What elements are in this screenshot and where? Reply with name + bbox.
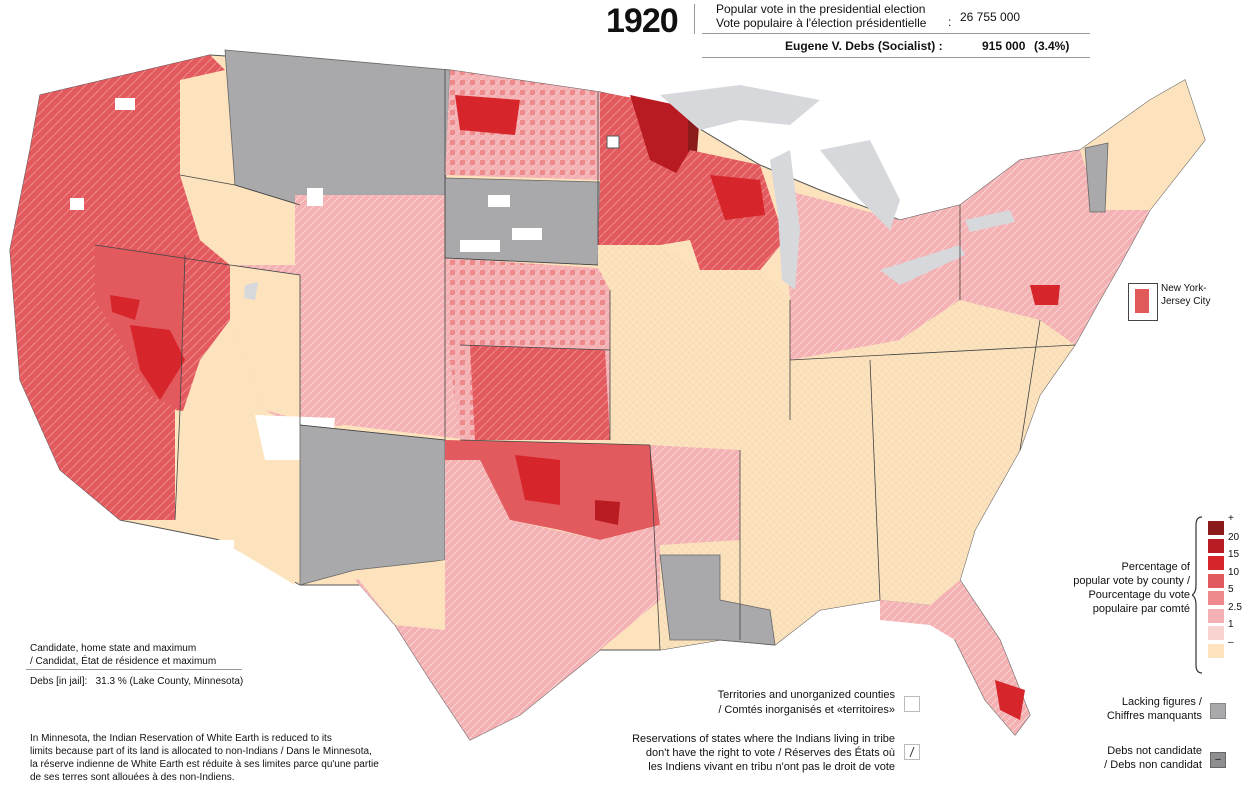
- legend-swatch: [1208, 573, 1224, 588]
- reservation: [512, 228, 542, 240]
- fl-red: [995, 680, 1025, 720]
- nevada-hot: [130, 325, 185, 400]
- popular-vote-total: 26 755 000: [960, 10, 1021, 24]
- legend-title-3: Pourcentage du vote: [1088, 589, 1190, 601]
- region-midwest-tan: [598, 245, 790, 470]
- note-line-3: la réserve indienne de White Earth est r…: [30, 759, 379, 770]
- lacking-fr: Chiffres manquants: [1106, 710, 1202, 722]
- reservations-line-3: les Indiens vivant en tribu n'ont pas le…: [648, 761, 895, 773]
- state-arkansas: [650, 445, 740, 545]
- header-divider: [694, 4, 695, 34]
- pa-red: [1030, 285, 1060, 305]
- texas-tan-west: [355, 560, 445, 630]
- lake-superior: [660, 85, 820, 130]
- header-rule: [702, 33, 1090, 34]
- territories-en: Territories and unorganized counties: [717, 689, 895, 701]
- kansas-red: [470, 345, 610, 440]
- lake-ontario: [965, 210, 1015, 232]
- candidate-box-rule: [26, 669, 242, 670]
- state-montana: [224, 49, 451, 206]
- nevada-hot2: [110, 295, 140, 320]
- legend-swatch: [1208, 521, 1224, 535]
- region-great-lakes: [785, 190, 960, 360]
- lacking-en: Lacking figures /: [1121, 696, 1202, 708]
- ok-hot: [515, 455, 560, 505]
- not-candidate-en: Debs not candidate: [1107, 745, 1202, 757]
- candidate-votes: 915 000: [982, 39, 1026, 53]
- candidate-box-title-fr: / Candidat, État de résidence et maximum: [30, 656, 217, 667]
- not-candidate-swatch: –: [1210, 752, 1226, 768]
- legend-swatch: [1208, 626, 1224, 640]
- state-florida: [880, 580, 1030, 735]
- reservation: [208, 540, 234, 554]
- region-southeast: [650, 300, 1075, 650]
- region-northeast: [960, 150, 1150, 345]
- lake-huron: [820, 140, 900, 230]
- ok-hot2: [595, 500, 620, 525]
- legend-swatch: [1208, 608, 1224, 623]
- reservation: [307, 188, 323, 206]
- reservations-line-1: Reservations of states where the Indians…: [632, 733, 895, 745]
- reservation: [70, 198, 84, 210]
- header-rule-2: [702, 57, 1090, 58]
- not-candidate-fr: / Debs non candidat: [1104, 759, 1202, 771]
- legend-swatch-label: +: [1228, 513, 1234, 524]
- legend-swatch-label: –: [1228, 636, 1234, 648]
- state-new-mexico: [299, 424, 446, 586]
- election-year: 1920: [606, 2, 679, 40]
- note-line-2: limits because part of its land is alloc…: [30, 746, 372, 757]
- popular-vote-label-en: Popular vote in the presidential electio…: [716, 2, 926, 16]
- legend-swatch: [1208, 538, 1224, 553]
- candidate-pct: (3.4%): [1034, 39, 1070, 53]
- inset-label: New York-Jersey City: [1161, 283, 1211, 307]
- region-utah-tan: [230, 265, 300, 420]
- reservations-swatch: [904, 744, 920, 760]
- lacking-swatch: [1210, 703, 1226, 719]
- mn-hot: [630, 95, 700, 180]
- candidate-box-line: Debs [in jail]: 31.3 % (Lake County, Min…: [30, 676, 244, 687]
- state-texas: [355, 460, 660, 740]
- new-york-inset: [1128, 283, 1158, 321]
- territories-fr: / Comtés inorganisés et «territoires»: [718, 704, 895, 716]
- nd-hot: [455, 95, 520, 135]
- legend-title-2: popular vote by county /: [1073, 575, 1190, 587]
- popular-vote-label-fr: Vote populaire à l'élection présidentiel…: [716, 16, 927, 30]
- legend-swatch-label: 20: [1228, 531, 1240, 543]
- state-borders: [94, 70, 1076, 651]
- legend-title-4: populaire par comté: [1092, 603, 1190, 615]
- state-vermont: [1084, 142, 1109, 213]
- legend-title-1: Percentage of: [1121, 561, 1191, 573]
- legend-swatch-label: 10: [1228, 566, 1240, 578]
- legend-brace: [1192, 516, 1203, 674]
- lake-michigan: [770, 150, 800, 290]
- state-louisiana: [659, 554, 776, 646]
- header-colon: :: [948, 15, 952, 29]
- note-line-1: In Minnesota, the Indian Reservation of …: [30, 733, 332, 744]
- reservation: [460, 240, 500, 252]
- legend-swatch: [1208, 556, 1224, 570]
- reservation-white-earth: [606, 135, 620, 149]
- reservation: [115, 98, 135, 110]
- region-new-england: [1080, 80, 1205, 210]
- legend-swatch: [1208, 643, 1224, 658]
- inset-fill: [1135, 289, 1149, 313]
- region-idaho: [180, 70, 300, 265]
- territories-swatch: [904, 696, 920, 712]
- great-salt-lake: [244, 282, 258, 300]
- legend-swatch-label: 1: [1228, 619, 1234, 630]
- legend-swatch: [1208, 591, 1224, 605]
- candidate-box-title-en: Candidate, home state and maximum: [30, 643, 197, 654]
- reservation: [488, 195, 510, 207]
- legend-swatch-label: 5: [1228, 584, 1234, 595]
- wi-hot: [710, 175, 765, 220]
- legend-swatch-label: 15: [1228, 549, 1240, 560]
- note-line-4: de ses terres sont allouées à des non-In…: [30, 772, 235, 783]
- reservations-line-2: don't have the right to vote / Réserves …: [645, 747, 895, 759]
- lake-erie: [880, 245, 965, 285]
- candidate-label: Eugene V. Debs (Socialist) :: [785, 39, 943, 53]
- legend-swatch-label: 2.5: [1228, 601, 1242, 613]
